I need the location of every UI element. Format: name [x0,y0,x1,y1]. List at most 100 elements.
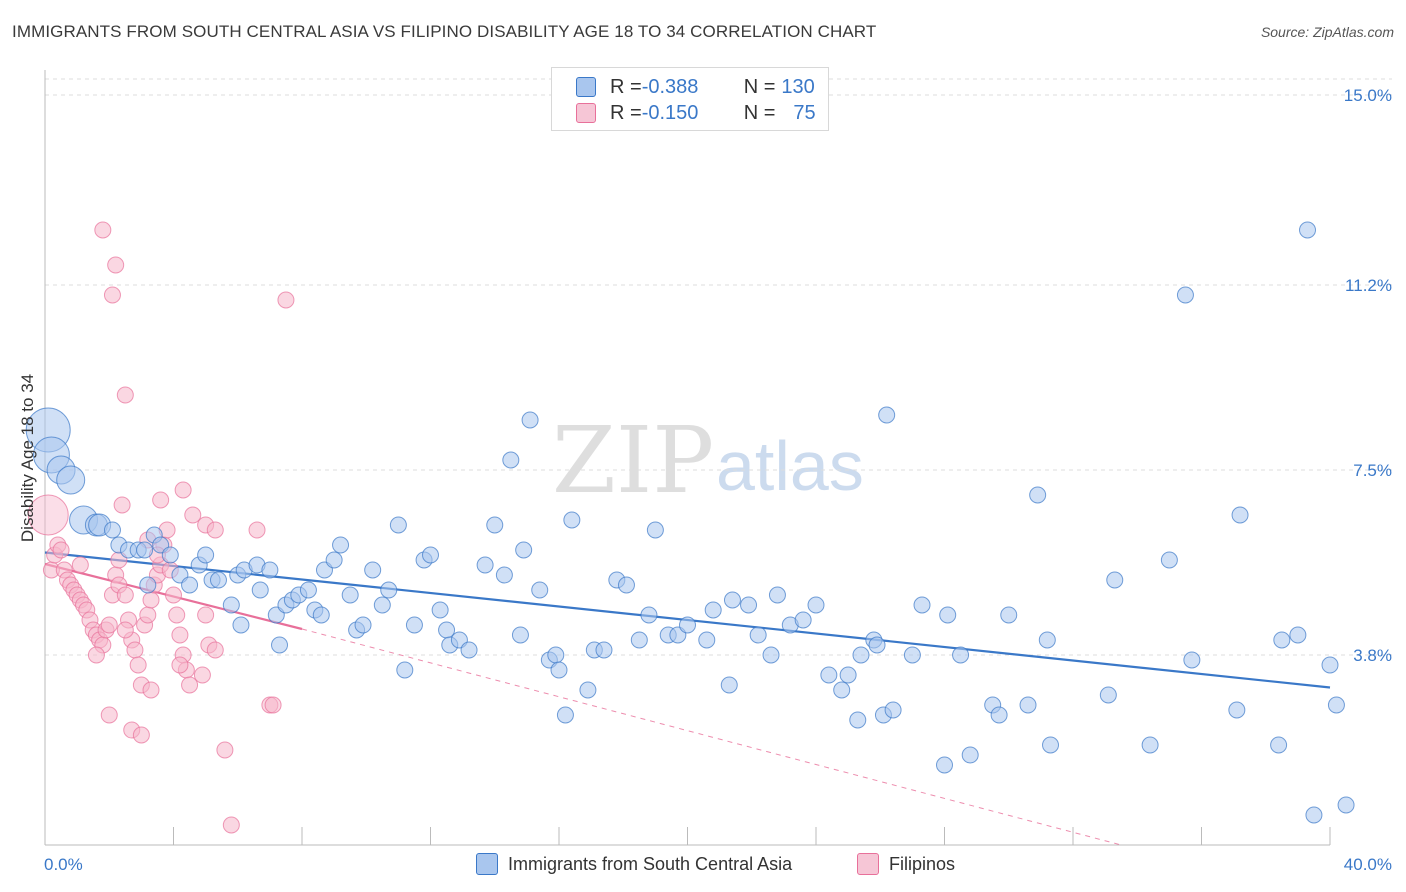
series-legend-blue: Immigrants from South Central Asia [476,852,792,876]
data-point-south-central-asia [1099,686,1117,704]
data-point-filipinos [126,641,144,659]
data-point-south-central-asia [878,406,896,424]
series-name-pink: Filipinos [889,853,956,874]
data-point-filipinos [52,541,70,559]
data-point-south-central-asia [1321,656,1339,674]
data-point-south-central-asia [952,646,970,664]
data-point-south-central-asia [1160,551,1178,569]
data-point-south-central-asia [939,606,957,624]
watermark: ZIP atlas [552,407,864,514]
data-point-filipinos [116,386,134,404]
axis-labels: 3.8% 7.5% 11.2% 15.0% 0.0% 40.0% Disability Ag… [18,86,1392,874]
data-point-filipinos [193,666,211,684]
data-point-south-central-asia [136,541,154,559]
data-point-south-central-asia [1141,736,1159,754]
data-point-south-central-asia [396,661,414,679]
data-point-filipinos [107,256,125,274]
data-point-filipinos [222,816,240,834]
data-point-south-central-asia [990,706,1008,724]
data-point-filipinos [87,646,105,664]
data-point-south-central-asia [595,641,613,659]
correlation-legend: R = -0.388 N = 130 R = -0.150 N = 75 [551,67,829,131]
data-point-south-central-asia [913,596,931,614]
data-point-filipinos [152,491,170,509]
data-point-south-central-asia [1337,796,1355,814]
data-point-south-central-asia [495,566,513,584]
data-point-filipinos [216,741,234,759]
data-point-south-central-asia [740,596,758,614]
data-point-south-central-asia [768,586,786,604]
trend-lines [44,551,1331,846]
data-point-south-central-asia [723,591,741,609]
data-point-south-central-asia [698,631,716,649]
source-label: Source: ZipAtlas.com [1260,24,1394,40]
data-point-south-central-asia [521,411,539,429]
data-point-south-central-asia [197,546,215,564]
data-point-south-central-asia [563,511,581,529]
data-point-south-central-asia [1106,571,1124,589]
data-point-south-central-asia [1176,286,1194,304]
data-point-south-central-asia [373,596,391,614]
blue-swatch-icon [476,853,498,875]
data-point-south-central-asia [364,561,382,579]
data-point-filipinos [113,496,131,514]
data-point-south-central-asia [884,701,902,719]
x-tick-label: 0.0% [44,855,83,874]
filipinos-points [27,221,295,834]
data-point-filipinos [71,556,89,574]
data-point-south-central-asia [422,546,439,564]
legend-r-value: -0.388 [641,75,699,98]
data-point-south-central-asia [833,681,851,699]
watermark-atlas: atlas [716,427,864,505]
data-point-south-central-asia [794,611,812,629]
data-point-filipinos [248,521,266,539]
data-point-south-central-asia [646,521,664,539]
data-point-south-central-asia [749,626,767,644]
data-point-south-central-asia [312,606,330,624]
chart-title: IMMIGRANTS FROM SOUTH CENTRAL ASIA VS FI… [12,22,877,41]
y-tick-label: 7.5% [1353,461,1392,480]
legend-n-label: N = [743,101,776,124]
data-point-south-central-asia [1305,806,1323,824]
data-point-south-central-asia [807,596,825,614]
data-point-south-central-asia [476,556,494,574]
data-point-filipinos [171,656,189,674]
data-point-south-central-asia [1038,631,1056,649]
y-tick-label: 15.0% [1344,86,1392,105]
x-tick-label: 40.0% [1344,855,1392,874]
data-point-south-central-asia [1299,221,1317,239]
data-point-south-central-asia [556,706,574,724]
legend-n-value: 130 [781,75,815,98]
data-point-filipinos [94,221,112,239]
pink-swatch-icon [857,853,879,875]
data-point-south-central-asia [56,465,86,495]
legend-n-value: 75 [793,101,816,124]
data-point-south-central-asia [1327,696,1345,714]
data-point-south-central-asia [820,666,838,684]
data-point-south-central-asia [431,601,449,619]
data-point-south-central-asia [325,551,343,569]
data-point-south-central-asia [1183,651,1201,669]
pink-swatch-icon [576,103,596,123]
blue-swatch-icon [576,77,596,97]
data-point-south-central-asia [839,666,857,684]
data-point-filipinos [206,521,224,539]
data-point-south-central-asia [936,756,953,774]
data-point-south-central-asia [405,616,423,634]
legend-n-label: N = [743,75,776,98]
data-point-south-central-asia [354,616,372,634]
series-name-blue: Immigrants from South Central Asia [508,853,793,874]
data-point-filipinos [277,291,295,309]
data-point-south-central-asia [849,711,867,729]
data-point-south-central-asia [868,636,886,654]
data-point-south-central-asia [762,646,780,664]
data-point-south-central-asia [1270,736,1288,754]
data-point-filipinos [181,676,199,694]
data-point-south-central-asia [550,661,568,679]
data-point-filipinos [174,481,192,499]
data-point-filipinos [142,591,160,609]
data-point-south-central-asia [903,646,921,664]
data-point-south-central-asia [232,616,250,634]
legend-r-label: R = [610,101,642,124]
data-point-filipinos [165,586,182,604]
